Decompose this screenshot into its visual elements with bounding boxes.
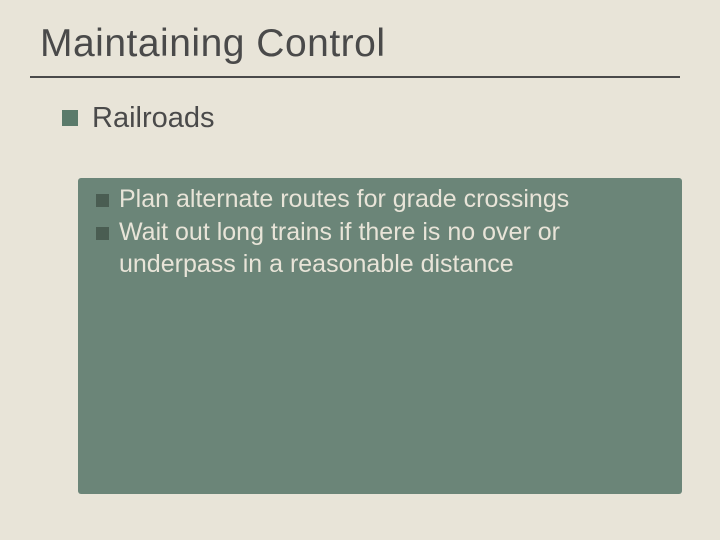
level2-item: Plan alternate routes for grade crossing…	[96, 184, 664, 215]
content-box: Plan alternate routes for grade crossing…	[78, 178, 682, 494]
title-area: Maintaining Control	[0, 0, 720, 66]
level1-text: Railroads	[92, 102, 215, 135]
level2-text: Plan alternate routes for grade crossing…	[119, 184, 569, 215]
title-underline	[30, 76, 680, 78]
level2-item: Wait out long trains if there is no over…	[96, 217, 664, 280]
square-bullet-icon	[96, 227, 109, 240]
slide-title: Maintaining Control	[40, 22, 720, 66]
square-bullet-icon	[62, 110, 78, 126]
square-bullet-icon	[96, 194, 109, 207]
level1-item: Railroads	[62, 102, 720, 135]
slide: Maintaining Control Railroads Plan alter…	[0, 0, 720, 540]
level2-text: Wait out long trains if there is no over…	[119, 217, 664, 280]
